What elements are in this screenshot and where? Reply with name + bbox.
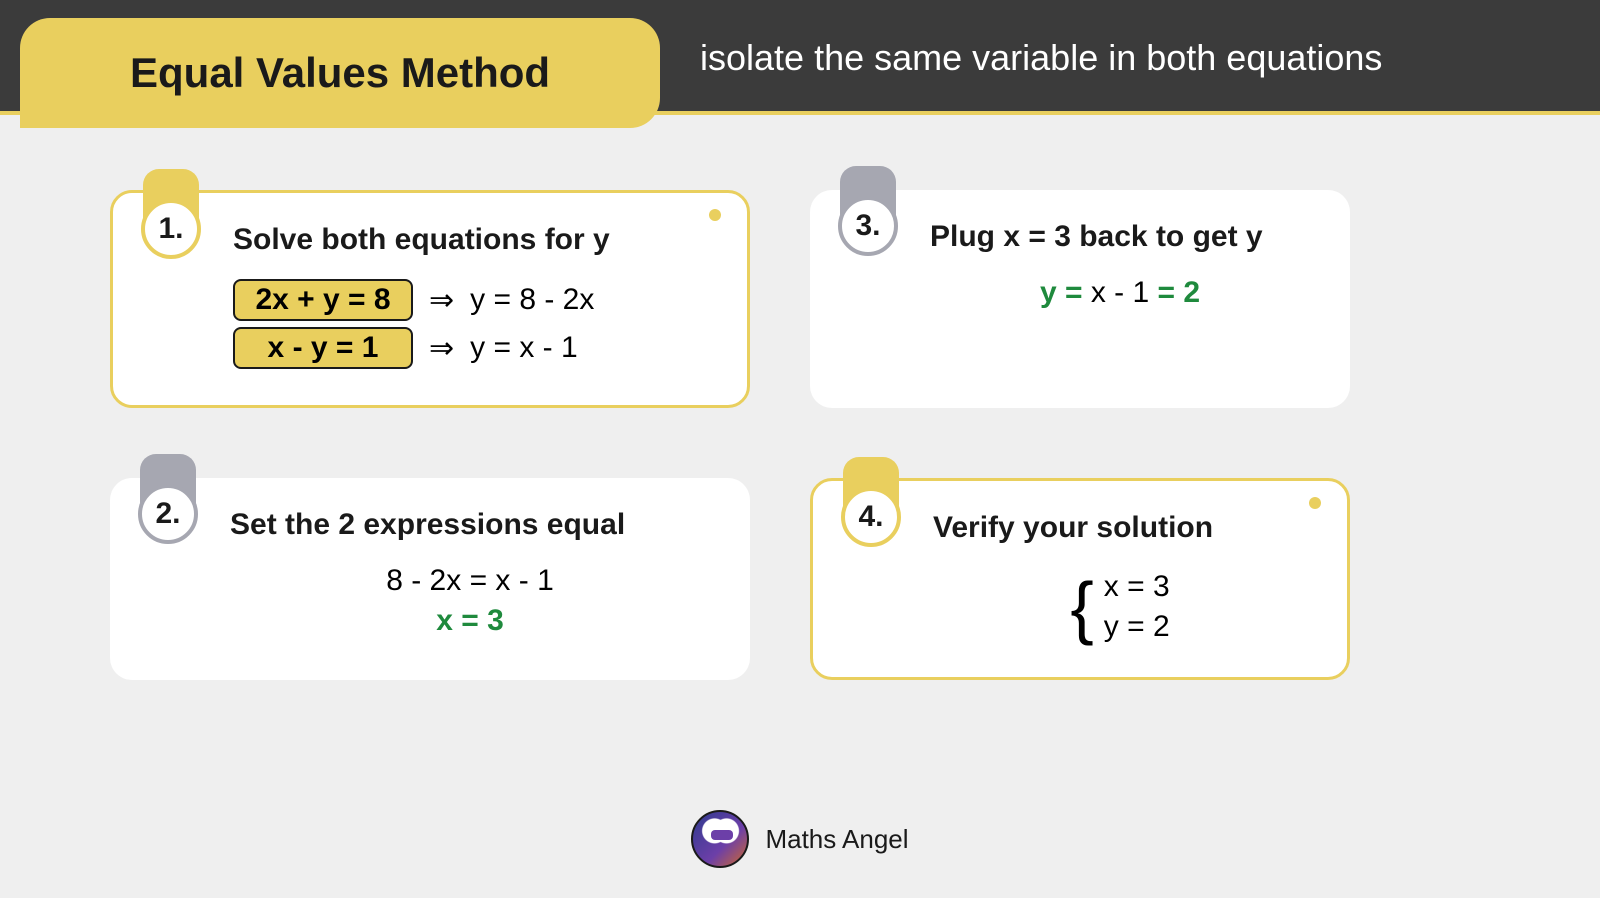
step-card-1: 1. Solve both equations for y 2x + y = 8… — [110, 190, 750, 408]
sys-line: x = 3 — [1104, 567, 1170, 607]
badge-1: 1. — [141, 169, 201, 259]
arrow-icon: ⇒ — [429, 331, 454, 366]
card-title: Set the 2 expressions equal — [230, 508, 710, 542]
equation-line: 8 - 2x = x - 1 — [230, 564, 710, 598]
equation-box: x - y = 1 — [233, 327, 413, 369]
eq-green: y = — [1040, 276, 1091, 309]
equation-box: 2x + y = 8 — [233, 279, 413, 321]
card-title: Verify your solution — [933, 511, 1307, 545]
cards-grid: 1. Solve both equations for y 2x + y = 8… — [0, 190, 1600, 680]
header-bar: Equal Values Method isolate the same var… — [0, 0, 1600, 115]
badge-number: 3. — [838, 196, 898, 256]
equation-result: x = 3 — [230, 604, 710, 638]
brand-logo-icon — [691, 810, 749, 868]
accent-dot — [1309, 497, 1321, 509]
brace-icon: { — [1070, 577, 1093, 637]
equation-rhs: y = x - 1 — [470, 331, 578, 365]
equation-row-1: 2x + y = 8 ⇒ y = 8 - 2x — [233, 279, 707, 321]
page-title: Equal Values Method — [130, 49, 550, 97]
title-pill: Equal Values Method — [20, 18, 660, 128]
badge-number: 2. — [138, 484, 198, 544]
footer: Maths Angel — [0, 810, 1600, 868]
card-title: Plug x = 3 back to get y — [930, 220, 1310, 254]
badge-3: 3. — [838, 166, 898, 256]
eq-mid: x - 1 — [1091, 276, 1149, 309]
equation-line: y = x - 1 = 2 — [930, 276, 1310, 310]
page-subtitle: isolate the same variable in both equati… — [700, 0, 1382, 115]
badge-4: 4. — [841, 457, 901, 547]
accent-dot — [709, 209, 721, 221]
badge-number: 4. — [841, 487, 901, 547]
equation-rhs: y = 8 - 2x — [470, 283, 594, 317]
system-solution: { x = 3 y = 2 — [933, 567, 1307, 647]
step-card-2: 2. Set the 2 expressions equal 8 - 2x = … — [110, 478, 750, 680]
card-title: Solve both equations for y — [233, 223, 707, 257]
badge-number: 1. — [141, 199, 201, 259]
arrow-icon: ⇒ — [429, 283, 454, 318]
sys-line: y = 2 — [1104, 607, 1170, 647]
badge-2: 2. — [138, 454, 198, 544]
step-card-4: 4. Verify your solution { x = 3 y = 2 — [810, 478, 1350, 680]
system-column: x = 3 y = 2 — [1104, 567, 1170, 647]
equation-row-2: x - y = 1 ⇒ y = x - 1 — [233, 327, 707, 369]
brand-name: Maths Angel — [765, 824, 908, 855]
step-card-3: 3. Plug x = 3 back to get y y = x - 1 = … — [810, 190, 1350, 408]
eq-green: = 2 — [1149, 276, 1200, 309]
